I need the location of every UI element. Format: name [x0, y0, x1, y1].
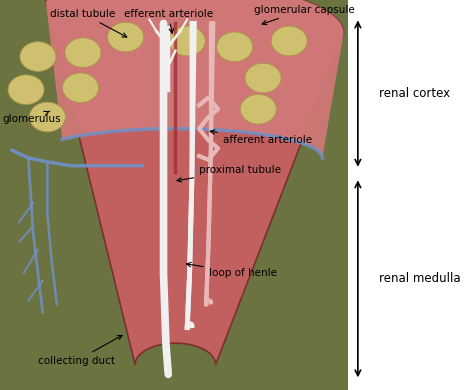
Text: distal tubule: distal tubule: [50, 9, 127, 37]
Text: proximal tubule: proximal tubule: [177, 165, 281, 182]
Text: collecting duct: collecting duct: [38, 335, 122, 366]
Polygon shape: [46, 0, 344, 365]
Circle shape: [20, 42, 56, 71]
Circle shape: [217, 32, 253, 62]
Circle shape: [240, 94, 276, 124]
Circle shape: [29, 102, 65, 132]
Text: efferent arteriole: efferent arteriole: [124, 9, 213, 33]
Circle shape: [108, 22, 144, 52]
Circle shape: [271, 26, 307, 56]
Polygon shape: [46, 0, 344, 158]
Circle shape: [245, 63, 281, 93]
Text: glomerular capsule: glomerular capsule: [254, 5, 355, 25]
Text: renal cortex: renal cortex: [379, 87, 450, 100]
Bar: [348, 0, 474, 390]
Circle shape: [65, 38, 101, 67]
Text: glomerulus: glomerulus: [2, 111, 61, 124]
Text: renal medulla: renal medulla: [379, 272, 461, 285]
Circle shape: [8, 75, 44, 105]
Circle shape: [63, 73, 99, 103]
Text: loop of henle: loop of henle: [186, 262, 276, 278]
Text: afferent arteriole: afferent arteriole: [210, 130, 312, 145]
Circle shape: [169, 26, 205, 56]
